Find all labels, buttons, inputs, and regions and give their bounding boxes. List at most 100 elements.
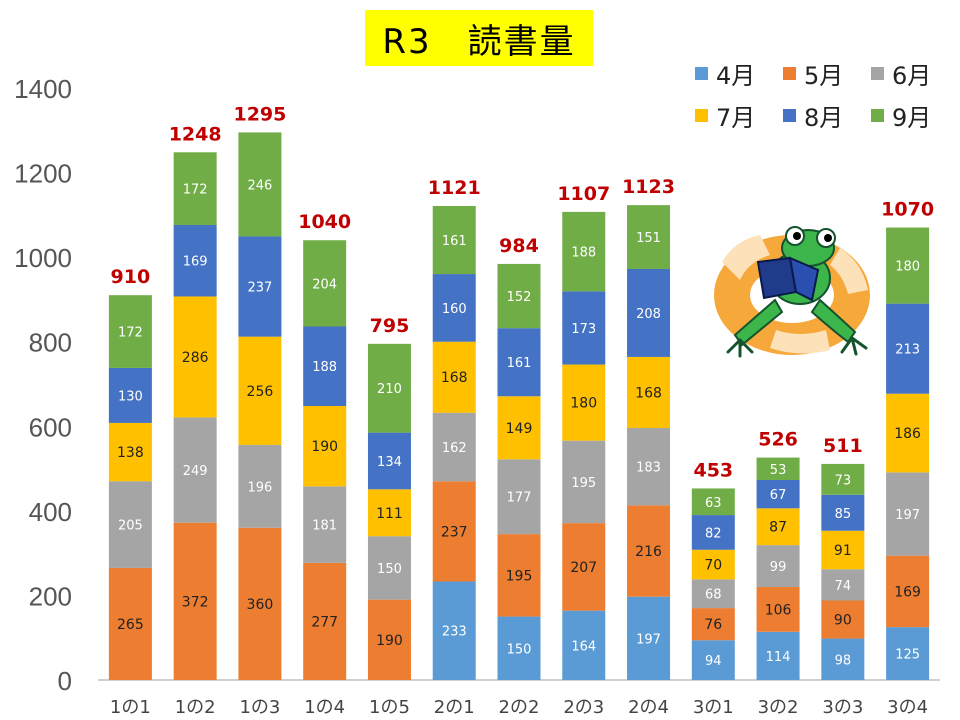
bar-segment [108,422,152,482]
float-ring-stripe [830,248,868,294]
data-label: 162 [442,441,467,456]
x-tick-label: 1の3 [239,697,280,718]
data-label: 213 [895,343,920,358]
data-label: 67 [770,488,787,503]
bar-segment [756,586,800,632]
data-label: 150 [377,562,402,577]
legend-label-may: 5月 [804,62,844,90]
legend-swatch-jun [871,67,884,80]
bar-segment [303,562,347,680]
legend-swatch-sep [871,109,884,122]
bar-segment [432,581,476,680]
data-label: 190 [311,439,338,455]
bar-segment [756,631,800,680]
data-label: 207 [570,560,597,576]
bar-segment [627,268,671,357]
data-label: 195 [506,568,533,584]
data-label: 149 [506,421,533,437]
bar-segment [432,341,476,413]
float-ring-stripe [770,330,830,354]
legend-label-jun: 6月 [892,62,932,90]
x-tick-label: 1の4 [304,697,345,718]
bar-segment [756,479,800,509]
data-label: 0 [256,667,264,682]
bar-segment [691,515,735,550]
data-label: 0 [321,667,329,682]
frog-reading-illustration [714,226,870,358]
bar-segment [821,638,865,680]
bar-segment [497,534,541,617]
legend-item-jun: 6月 [871,56,931,91]
data-label: 94 [705,654,722,669]
bar-segment [691,608,735,641]
data-label: 197 [895,508,920,523]
plot-area: 0 200 400 600 800 1000 1200 1400 0 265 205 138 130 17… [14,74,940,718]
bar-segment [886,303,930,394]
float-ring-stripe [722,235,770,280]
frog-foot [726,338,754,358]
bar-segment [821,569,865,601]
bar-segment [238,444,282,528]
total-label: 1123 [622,176,675,198]
data-label: 164 [571,639,596,654]
data-label: 70 [704,558,722,574]
data-label: 91 [834,543,852,559]
bar-segment [562,211,606,292]
legend-item-may: 5月 [783,56,843,91]
frog-pupil [824,234,832,242]
bar-segment [367,343,411,433]
data-label: 169 [894,584,921,600]
data-label: 68 [705,588,722,603]
data-label: 183 [636,461,661,476]
bar-segment [432,205,476,275]
bar-segment [173,417,217,523]
y-tick-label: 600 [29,412,72,442]
bar-segment [886,393,930,473]
bar-segment [432,412,476,482]
frog-eye [816,228,836,248]
bar-segment [562,523,606,611]
legend-swatch-jul [695,109,708,122]
x-tick-label: 1の2 [175,697,216,718]
bar-segment [108,567,152,680]
bar-segment [627,505,671,597]
frog-body [769,251,831,305]
data-label: 160 [442,302,467,317]
total-label: 453 [693,459,733,481]
bar-segment [627,596,671,680]
bar-segment [432,274,476,342]
bar-segment [886,227,930,304]
data-label: 169 [183,255,208,270]
total-label: 1121 [428,177,481,199]
bar-segment [367,599,411,680]
frog-eye [785,226,805,246]
bar-segment [303,486,347,563]
x-tick-label: 2の3 [563,697,604,718]
data-label: 130 [118,389,143,404]
bar-segment [756,545,800,587]
x-tick-label: 2の1 [434,697,475,718]
data-label: 114 [766,650,791,665]
bar-segment [691,488,735,516]
total-label: 1070 [881,199,934,221]
data-label: 63 [705,496,722,511]
legend-label-sep: 9月 [892,104,932,132]
data-label: 237 [441,524,468,540]
x-tick-label: 1の1 [110,697,151,718]
data-label: 161 [507,356,532,371]
bar-segment [238,236,282,337]
data-label: 85 [835,507,852,522]
frog-head [781,229,835,267]
bar-segment [303,240,347,327]
data-label: 188 [571,246,596,261]
legend-item-apr: 4月 [695,56,755,91]
data-label: 372 [182,594,209,610]
data-label: 172 [183,183,208,198]
bar-segment [497,459,541,535]
data-label: 180 [895,260,920,275]
bar-segment [691,640,735,680]
bar-segment [108,295,152,368]
bar-segment [173,296,217,418]
bar-segment [562,610,606,680]
frog-leg [733,298,784,347]
